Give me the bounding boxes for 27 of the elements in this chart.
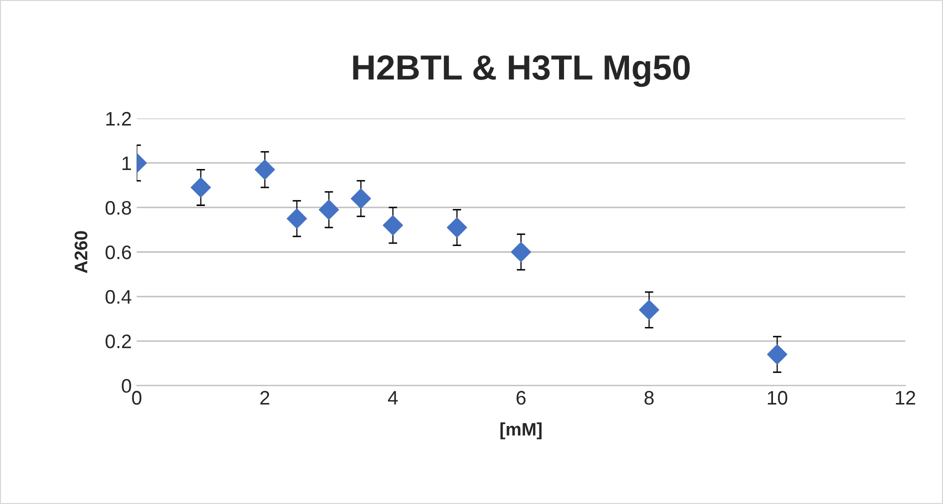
x-tick-label: 4 [388,391,398,405]
point [510,242,532,262]
x-tick-label: 10 [768,390,788,405]
x-tick-label: 12 [896,390,916,405]
point [190,177,212,198]
point [286,208,308,229]
point [766,344,788,365]
x-tick-label: 0 [132,390,142,405]
point [350,188,372,209]
y-tick-label: 1.2 [106,112,131,126]
point [446,217,468,238]
y-tick-label: 0.4 [106,290,132,304]
y-tick-label: 0.2 [106,334,131,348]
y-axis-title: A260 [74,231,88,274]
y-tick-label: 0 [122,379,132,393]
point [254,159,276,180]
y-tick-label: 0.8 [106,200,132,215]
x-axis-title: [mM] [500,422,542,440]
x-tick-label: 6 [516,390,526,405]
chart-title: H2BTL & H3TL Mg50 [353,55,690,87]
x-tick-label: 8 [644,390,654,405]
point [318,199,340,220]
y-tick-label: 1 [122,156,131,170]
point [638,300,660,320]
x-tick-label: 2 [260,390,270,405]
point [382,214,404,236]
y-tick-label: 0.6 [106,245,132,260]
